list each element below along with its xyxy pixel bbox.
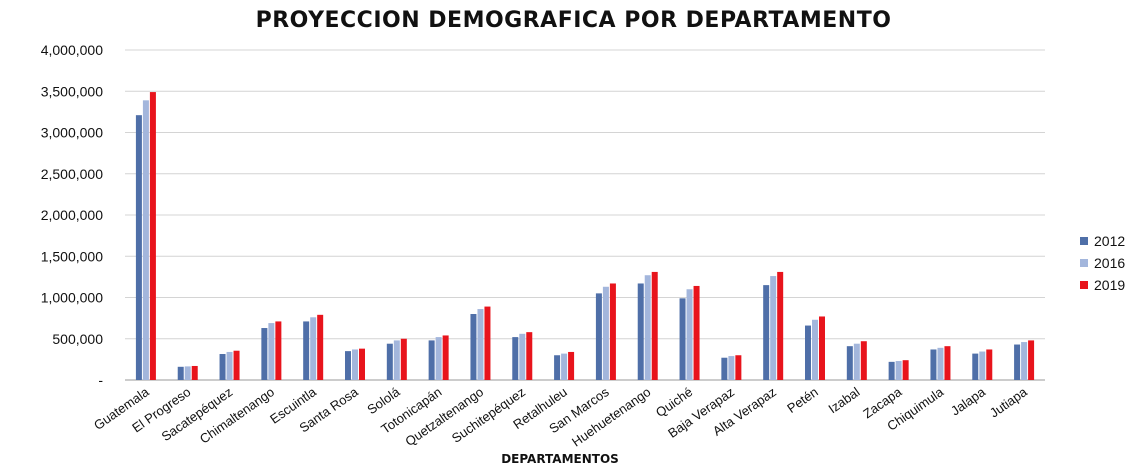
- bar-2019-14: [735, 355, 742, 380]
- bar-2016-19: [937, 347, 944, 380]
- bar-2012-4: [303, 321, 310, 380]
- bar-2012-20: [972, 353, 979, 380]
- legend-item-2012: 2012: [1080, 230, 1125, 252]
- x-tick-label: Izabal: [826, 384, 863, 416]
- bar-2019-15: [777, 271, 784, 380]
- legend-label: 2012: [1094, 233, 1126, 249]
- y-tick-label: 2,000,000: [41, 207, 103, 223]
- bar-2019-20: [986, 349, 993, 380]
- bar-2016-6: [393, 340, 400, 380]
- bar-2016-8: [477, 309, 484, 380]
- bar-2012-7: [428, 340, 435, 380]
- bar-2012-16: [805, 325, 811, 380]
- bar-2012-14: [721, 357, 728, 380]
- bar-2012-19: [930, 349, 937, 380]
- bar-2019-18: [902, 360, 909, 380]
- x-tick-label: Petén: [784, 384, 820, 416]
- y-tick-label: 2,500,000: [41, 166, 103, 182]
- bar-2016-15: [770, 276, 777, 380]
- x-axis-title: DEPARTAMENTOS: [501, 452, 619, 466]
- bar-2012-17: [846, 346, 853, 380]
- bar-2019-13: [693, 285, 700, 380]
- bar-2016-3: [268, 323, 275, 380]
- bar-2016-18: [895, 361, 902, 380]
- bar-2019-5: [359, 348, 365, 380]
- bar-2019-3: [275, 321, 282, 380]
- bar-2012-10: [554, 355, 561, 380]
- bar-2012-11: [595, 293, 602, 380]
- chart-title: PROYECCION DEMOGRAFICA POR DEPARTAMENTO: [255, 8, 892, 33]
- y-tick-label: 1,500,000: [41, 248, 103, 264]
- bar-2016-10: [561, 353, 568, 380]
- bar-2012-6: [386, 343, 393, 380]
- legend-swatch: [1080, 281, 1088, 289]
- bar-2016-16: [812, 319, 818, 380]
- legend-swatch: [1080, 259, 1088, 267]
- bar-2019-9: [526, 332, 533, 380]
- x-tick-label: Chimaltenango: [197, 384, 277, 446]
- bar-2016-0: [142, 100, 149, 380]
- y-axis-ticks: - 500,000 1,000,000 1,500,000 2,000,000 2,500…: [41, 42, 104, 388]
- y-tick-label: 3,500,000: [41, 83, 103, 99]
- bar-2016-17: [853, 343, 860, 380]
- bar-2016-11: [602, 286, 609, 380]
- bar-2012-18: [888, 361, 895, 380]
- bar-2012-5: [345, 351, 351, 380]
- bar-2016-20: [979, 351, 986, 380]
- legend-label: 2016: [1094, 255, 1126, 271]
- x-tick-label: Jalapa: [948, 384, 989, 419]
- bar-2012-8: [470, 314, 477, 380]
- bar-2016-1: [184, 366, 191, 380]
- bar-2012-15: [763, 285, 770, 380]
- bar-2019-19: [944, 346, 951, 380]
- bar-2016-21: [1021, 342, 1028, 380]
- bar-2019-1: [191, 365, 198, 380]
- bar-2019-17: [860, 341, 867, 380]
- legend-item-2019: 2019: [1080, 274, 1125, 296]
- bar-2019-2: [233, 350, 240, 380]
- bar-2012-13: [679, 298, 686, 380]
- y-tick-label: 3,000,000: [41, 125, 103, 141]
- bar-2012-21: [1014, 344, 1021, 380]
- bar-2019-21: [1028, 340, 1035, 380]
- legend-item-2016: 2016: [1080, 252, 1125, 274]
- bar-2019-10: [568, 351, 575, 380]
- bar-2012-3: [261, 328, 268, 380]
- bar-2019-6: [400, 338, 407, 380]
- bar-2016-7: [435, 337, 442, 380]
- y-tick-label: -: [98, 372, 103, 388]
- legend: 2012 2016 2019: [1080, 230, 1125, 296]
- bar-2016-2: [226, 351, 233, 380]
- legend-label: 2019: [1094, 277, 1126, 293]
- bar-2019-16: [819, 316, 825, 380]
- bar-2016-13: [686, 289, 693, 380]
- legend-swatch: [1080, 237, 1088, 245]
- bar-2012-2: [219, 354, 226, 380]
- bar-2019-0: [149, 92, 156, 380]
- bar-2012-0: [135, 115, 142, 381]
- bar-2012-1: [177, 366, 184, 380]
- bar-2019-7: [442, 335, 449, 380]
- bar-2016-9: [519, 333, 526, 380]
- bars: [135, 92, 1035, 381]
- y-tick-label: 1,000,000: [41, 290, 103, 306]
- bar-2019-4: [317, 314, 324, 380]
- bar-2019-11: [609, 283, 616, 380]
- bar-2016-12: [644, 275, 651, 380]
- bar-2016-14: [728, 356, 735, 380]
- x-tick-label: Jutiapa: [987, 384, 1031, 421]
- y-tick-label: 4,000,000: [41, 42, 103, 58]
- bar-2012-9: [512, 337, 519, 380]
- y-tick-label: 500,000: [52, 331, 103, 347]
- bar-2019-8: [484, 306, 491, 380]
- bar-2016-5: [352, 349, 358, 380]
- bar-2019-12: [651, 271, 658, 380]
- bar-2012-12: [637, 283, 644, 380]
- bar-2016-4: [310, 317, 317, 380]
